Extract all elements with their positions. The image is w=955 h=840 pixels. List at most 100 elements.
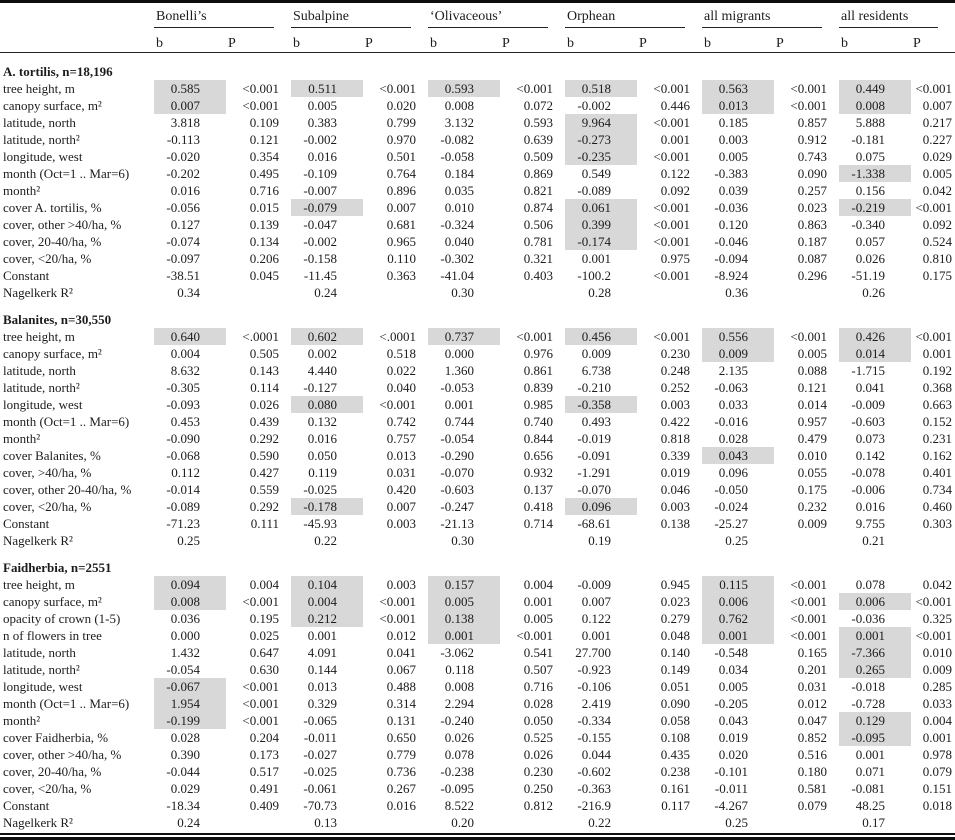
b-value-cell: -0.181 (851, 132, 886, 147)
p-value-cell: 0.149 (660, 662, 691, 677)
b-value-cell-highlighted: 0.399 (565, 216, 637, 233)
b-value-cell: -0.025 (303, 764, 337, 779)
b-value-cell: 0.034 (718, 662, 749, 677)
b-value-cell: 0.036 (170, 611, 200, 626)
b-value-cell: -0.063 (714, 380, 749, 395)
p-value-cell: <0.001 (379, 611, 416, 626)
p-value-cell: 0.004 (523, 577, 553, 592)
section-title: Balanites, n=30,550 (3, 312, 112, 327)
row-label: cover, other >40/ha, % (3, 747, 122, 762)
b-value-cell-highlighted: 0.061 (565, 199, 637, 216)
p-value-cell: 0.427 (249, 465, 279, 480)
p-value-cell: 0.230 (660, 346, 691, 361)
p-value-cell: <0.001 (653, 81, 691, 96)
b-value-cell: 6.738 (581, 363, 611, 378)
row-label: canopy surface, m² (3, 594, 102, 609)
table-row: tree height, m 0.640 <.0001 0.602 <.0001 0.73… (0, 328, 955, 345)
p-value-cell: 0.007 (386, 499, 416, 514)
b-value-cell: -0.002 (577, 98, 611, 113)
p-value-cell: 0.007 (922, 98, 953, 113)
section-title: Faidherbia, n=2551 (3, 560, 112, 575)
p-value-cell: 0.187 (797, 234, 828, 249)
p-value-cell: 0.799 (386, 115, 416, 130)
table-row: longitude, west -0.020 0.354 0.016 0.501 -0.0… (0, 148, 955, 165)
p-value-cell: 0.285 (922, 679, 953, 694)
b-value-cell: -0.002 (303, 132, 337, 147)
p-value-cell: 0.012 (797, 696, 828, 711)
p-value-cell: 0.004 (249, 577, 279, 592)
b-value-cell: -0.113 (166, 132, 200, 147)
b-value-cell: 0.000 (170, 628, 200, 643)
b-value-cell: 8.522 (444, 798, 474, 813)
b-value-cell: -0.602 (577, 764, 611, 779)
b-value-cell: -0.324 (440, 217, 474, 232)
b-value-cell-highlighted: 0.212 (291, 610, 363, 627)
b-value-cell: 0.744 (444, 414, 474, 429)
p-value-cell (911, 814, 955, 831)
table-row: cover Faidherbia, % 0.028 0.204 -0.011 0.650… (0, 729, 955, 746)
b-value-cell: -0.009 (577, 577, 611, 592)
row-label: Nagelkerk R² (3, 533, 73, 548)
b-value-cell: 0.26 (862, 285, 886, 300)
p-value-cell: 0.401 (922, 465, 953, 480)
b-value-cell-highlighted: 0.001 (702, 627, 775, 644)
row-label: latitude, north (3, 115, 76, 130)
b-value-cell-highlighted: 0.006 (702, 593, 775, 610)
column-group-label: Orphean (565, 7, 686, 28)
p-value-cell: 0.227 (922, 132, 953, 147)
table-row: opacity of crown (1-5) 0.036 0.195 0.212 <0.… (0, 610, 955, 627)
p-value-cell: 0.810 (922, 251, 953, 266)
b-value-cell: 0.041 (855, 380, 886, 395)
p-value-cell: <0.001 (790, 577, 828, 592)
p-value-cell: 0.435 (660, 747, 691, 762)
b-value-cell: 0.078 (855, 577, 886, 592)
b-value-cell: 0.019 (718, 730, 749, 745)
b-value-cell: 1.360 (444, 363, 474, 378)
b-value-cell: 0.156 (855, 183, 886, 198)
row-label: longitude, west (3, 679, 83, 694)
p-value-cell: 0.110 (387, 251, 416, 266)
b-value-cell: -71.23 (166, 516, 200, 531)
p-value-cell: 0.869 (523, 166, 553, 181)
b-value-cell: -0.089 (166, 499, 200, 514)
row-label: cover, >40/ha, % (3, 465, 92, 480)
p-value-cell: 0.368 (922, 380, 953, 395)
p-value-cell: 0.505 (249, 346, 279, 361)
p-value-cell: 0.781 (523, 234, 553, 249)
p-value-cell: <0.001 (653, 217, 691, 232)
p-value-cell: <0.001 (242, 713, 279, 728)
b-subheader: b (565, 30, 637, 53)
p-value-cell: 0.852 (797, 730, 828, 745)
p-value-cell: 0.055 (797, 465, 828, 480)
corner-cell (0, 30, 154, 53)
p-value-cell: 0.446 (660, 98, 691, 113)
b-value-cell: -0.020 (166, 149, 200, 164)
p-value-cell: 0.296 (797, 268, 828, 283)
b-value-cell-highlighted: -0.273 (565, 131, 637, 148)
p-value-cell: 0.321 (523, 251, 553, 266)
column-group-2: Subalpine (291, 3, 428, 30)
p-value-cell: <0.001 (790, 611, 828, 626)
table-row: canopy surface, m² 0.004 0.505 0.002 0.518 0.… (0, 345, 955, 362)
b-value-cell: -0.093 (166, 397, 200, 412)
b-subheader: b (154, 30, 226, 53)
b-value-cell: -0.158 (303, 251, 337, 266)
p-value-cell: 0.279 (660, 611, 691, 626)
b-value-cell: 2.294 (444, 696, 474, 711)
b-value-cell: 0.001 (307, 628, 337, 643)
p-value-cell: <0.001 (653, 234, 691, 249)
b-value-cell: -0.082 (440, 132, 474, 147)
table-row: month (Oct=1 .. Mar=6) 0.453 0.439 0.132 0.7… (0, 413, 955, 430)
p-value-cell: <0.001 (653, 268, 691, 283)
b-value-cell: 0.044 (581, 747, 611, 762)
b-value-cell: 0.007 (581, 594, 611, 609)
b-value-cell: -216.9 (577, 798, 611, 813)
p-value-cell: <0.001 (516, 628, 553, 643)
p-value-cell: 0.140 (660, 645, 691, 660)
b-value-cell: 0.34 (177, 285, 200, 300)
b-value-cell-highlighted: -0.219 (839, 199, 912, 216)
p-value-cell (363, 814, 428, 831)
p-value-cell: 0.970 (386, 132, 416, 147)
b-value-cell: 9.755 (855, 516, 886, 531)
